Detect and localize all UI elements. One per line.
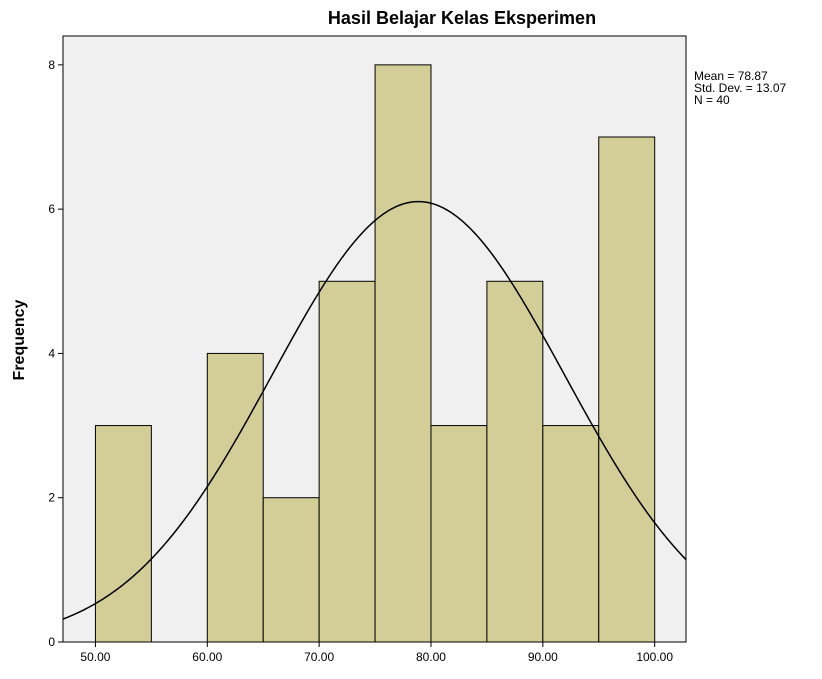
y-tick-label: 6: [48, 202, 55, 216]
bar: [374, 64, 432, 643]
y-tick-label: 4: [48, 346, 55, 360]
x-tick-label: 50.00: [80, 650, 110, 664]
stats-annotation: Std. Dev. = 13.07: [694, 81, 786, 95]
y-axis-label: Frequency: [11, 299, 28, 380]
bar: [262, 497, 320, 643]
bar: [486, 280, 544, 643]
chart-title: Hasil Belajar Kelas Eksperimen: [328, 8, 596, 28]
bar: [430, 425, 488, 643]
y-tick-label: 2: [48, 491, 55, 505]
bar: [542, 425, 600, 643]
bar: [206, 352, 264, 643]
bar: [598, 136, 656, 643]
x-tick-label: 60.00: [192, 650, 222, 664]
x-tick-label: 70.00: [304, 650, 334, 664]
bar: [318, 280, 376, 643]
x-tick-label: 80.00: [416, 650, 446, 664]
bar: [94, 425, 152, 643]
x-tick-label: 100.00: [636, 650, 673, 664]
normal-curve: [62, 200, 687, 620]
stats-annotation: Mean = 78.87: [694, 69, 768, 83]
stats-annotation: N = 40: [694, 93, 730, 107]
y-tick-label: 0: [48, 635, 55, 649]
y-tick-label: 8: [48, 58, 55, 72]
x-tick-label: 90.00: [528, 650, 558, 664]
